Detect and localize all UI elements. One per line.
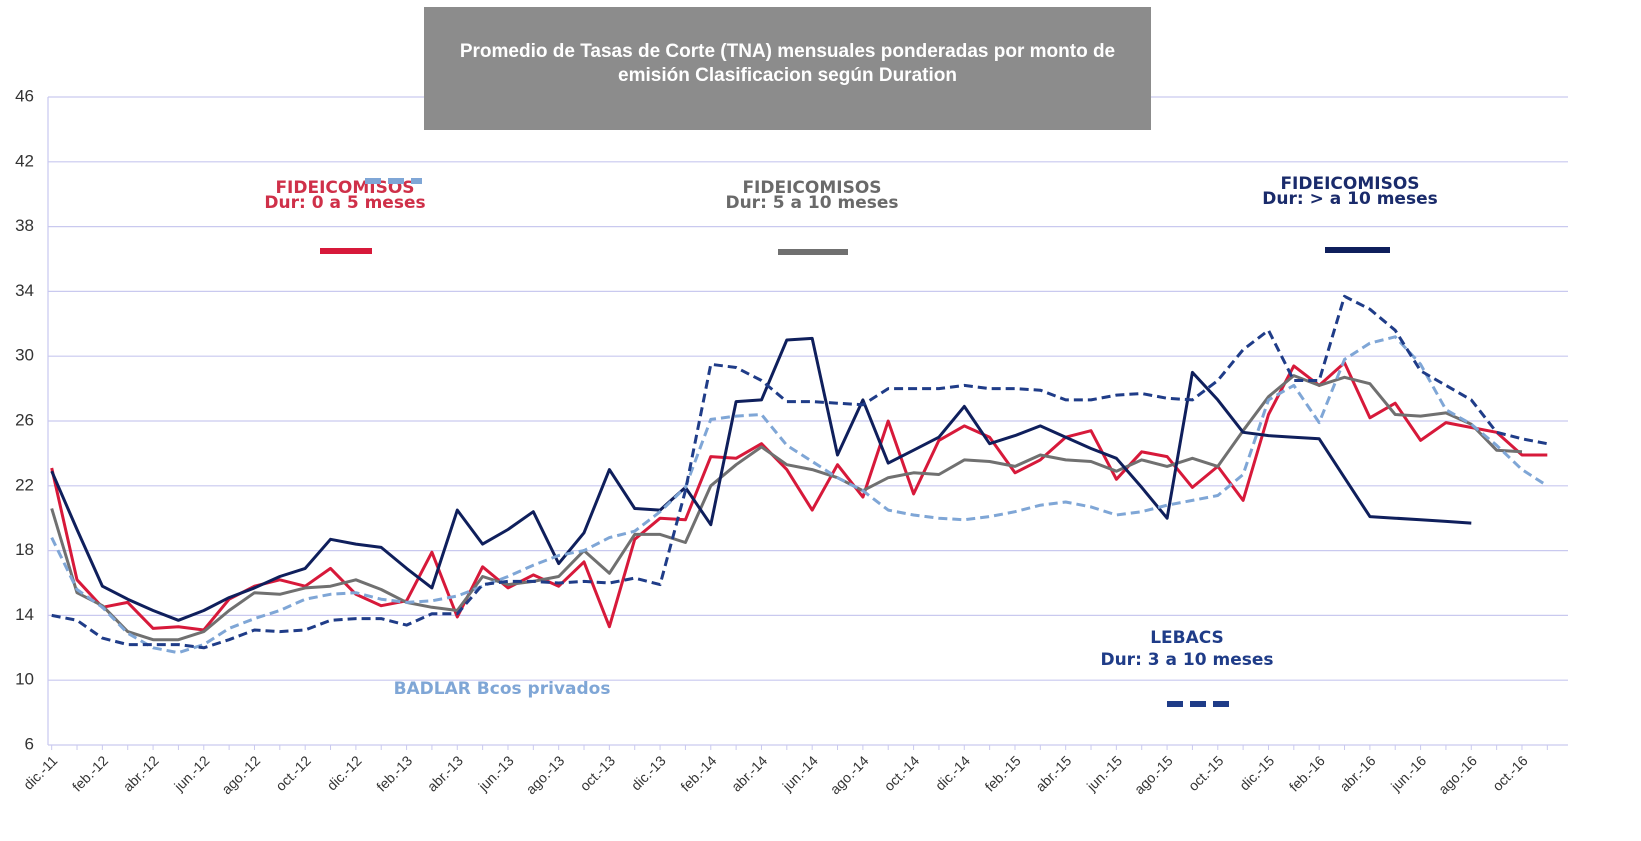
y-tick-label: 6 (25, 734, 34, 753)
legend-label: Dur: 5 a 10 meses (725, 193, 898, 213)
legend-label: LEBACS (1150, 628, 1224, 648)
x-tick-label: feb.-16 (1286, 752, 1328, 794)
x-tick-label: dic.-15 (1236, 752, 1277, 793)
legend-label: FIDEICOMISOS (742, 178, 881, 198)
legend-label: FIDEICOMISOS (1280, 174, 1419, 194)
x-tick-label: jun.-16 (1387, 752, 1429, 794)
y-tick-label: 42 (15, 151, 34, 170)
x-tick-label: oct.-14 (881, 752, 923, 794)
y-tick-label: 46 (15, 86, 34, 105)
x-tick-label: dic.-14 (932, 752, 973, 793)
legend-label: BADLAR Bcos privados (394, 679, 611, 699)
y-tick-label: 14 (15, 605, 34, 624)
x-tick-label: dic.-13 (628, 752, 669, 793)
x-tick-label: jun.-13 (474, 752, 516, 794)
x-tick-label: abr.-13 (424, 752, 466, 794)
y-tick-label: 22 (15, 475, 34, 494)
x-tick-label: ago.-12 (218, 752, 263, 797)
x-tick-label: abr.-16 (1336, 752, 1378, 794)
x-tick-label: feb.-13 (373, 752, 415, 794)
x-tick-label: abr.-15 (1032, 752, 1074, 794)
y-tick-label: 10 (15, 670, 34, 689)
x-tick-label: oct.-12 (272, 752, 314, 794)
x-tick-label: ago.-16 (1435, 752, 1480, 797)
chart-title: Promedio de Tasas de Corte (TNA) mensual… (459, 40, 1116, 86)
x-tick-label: abr.-12 (120, 752, 162, 794)
x-tick-label: abr.-14 (728, 752, 770, 794)
series-line (50, 374, 1523, 642)
legend-label: Dur: 3 a 10 meses (1100, 650, 1273, 670)
series-line (50, 335, 1549, 655)
x-tick-label: oct.-16 (1489, 752, 1531, 794)
x-tick-label: feb.-14 (677, 752, 719, 794)
x-tick-label: dic.-12 (324, 752, 365, 793)
x-tick-label: jun.-14 (779, 752, 821, 794)
legend-label: Dur: 0 a 5 meses (264, 193, 425, 213)
series-line (50, 336, 1472, 622)
x-tick-label: ago.-15 (1131, 752, 1176, 797)
x-tick-label: jun.-15 (1083, 752, 1125, 794)
legend-label: Dur: > a 10 meses (1262, 189, 1437, 209)
x-tick-label: jun.-12 (170, 752, 212, 794)
y-tick-label: 38 (15, 216, 34, 235)
title-box: Promedio de Tasas de Corte (TNA) mensual… (424, 7, 1151, 130)
y-tick-label: 26 (15, 410, 34, 429)
x-tick-label: feb.-15 (982, 752, 1024, 794)
x-tick-label: ago.-14 (827, 752, 872, 797)
y-tick-label: 34 (15, 281, 34, 300)
series-line (51, 294, 1548, 650)
y-tick-label: 18 (15, 540, 34, 559)
x-tick-label: oct.-15 (1185, 752, 1227, 794)
x-tick-label: dic.-11 (20, 752, 60, 792)
series-line (50, 361, 1548, 632)
x-tick-label: feb.-12 (69, 752, 111, 794)
x-tick-label: oct.-13 (577, 752, 619, 794)
x-tick-label: ago.-13 (523, 752, 568, 797)
y-tick-label: 30 (15, 346, 34, 365)
